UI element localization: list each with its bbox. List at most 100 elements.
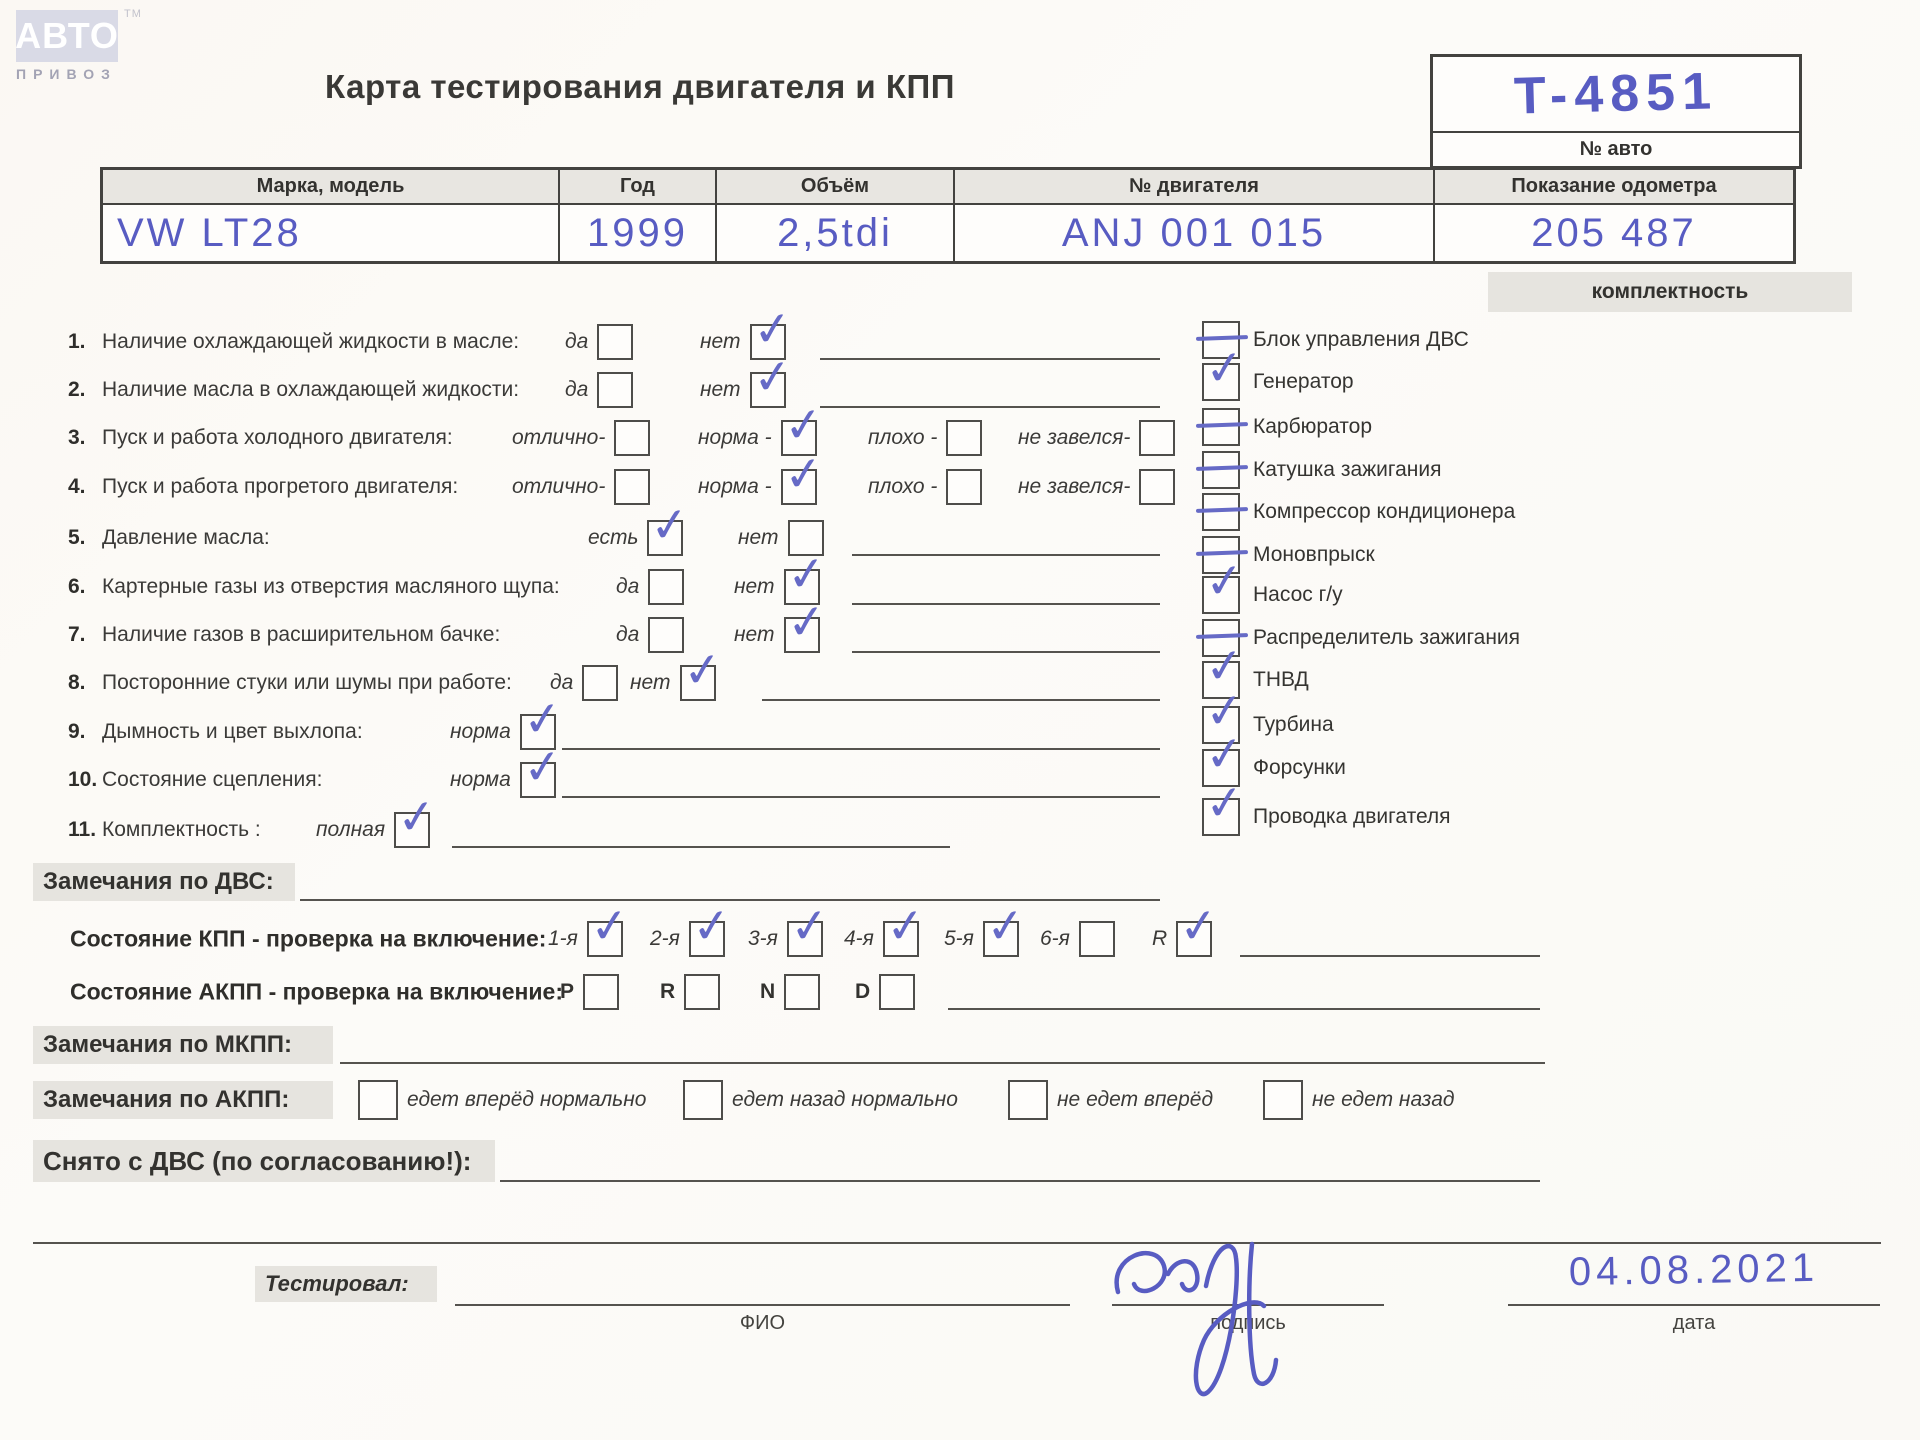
page-title: Карта тестирования двигателя и КПП (325, 68, 955, 105)
checkbox-da[interactable] (648, 617, 685, 653)
checklist-row-11: 11. Комплектность : полная (0, 806, 1920, 854)
checkbox-gear-d[interactable] (879, 974, 916, 1010)
option-label: да (616, 623, 640, 646)
equipment-label: Катушка зажигания (1253, 458, 1442, 481)
item-label: Наличие охлаждающей жидкости в масле: (102, 330, 520, 353)
checklist-row-6: 6. Картерные газы из отверстия масляного… (0, 563, 1920, 611)
kpp-line[interactable] (1240, 955, 1540, 957)
checkbox-bad[interactable] (946, 420, 983, 456)
make-model-value: VW LT28 (117, 210, 302, 255)
checklist-row-2: 2. Наличие масла в охлаждающей жидкости:… (0, 366, 1920, 414)
checkbox-gear-p[interactable] (583, 974, 620, 1010)
option-label: есть (588, 526, 639, 549)
checkbox-da[interactable] (597, 372, 634, 408)
akpp-line[interactable] (948, 1008, 1540, 1010)
option-label: не едет вперёд (1057, 1088, 1214, 1111)
option-label: нет (734, 575, 775, 598)
col-odometer: Показание одометра 205 487 (1433, 170, 1793, 261)
checkbox-norm[interactable] (519, 762, 556, 798)
option-label: нет (700, 330, 741, 353)
equipment-label: Насос г/у (1253, 583, 1343, 606)
engine-number-value: ANJ 001 015 (1061, 210, 1327, 255)
checkbox-excellent[interactable] (614, 420, 651, 456)
checkbox-gear-5[interactable] (982, 921, 1019, 957)
date-caption: дата (1672, 1312, 1716, 1334)
blank-line[interactable] (852, 554, 1160, 556)
checklist-row-7: 7. Наличие газов в расширительном бачке:… (0, 611, 1920, 659)
equipment-label: Моновпрыск (1253, 543, 1375, 566)
checkbox-drives-forward[interactable] (358, 1080, 398, 1120)
blank-line[interactable] (562, 748, 1160, 750)
checkbox-full[interactable] (394, 812, 431, 848)
date-line[interactable] (1508, 1304, 1880, 1306)
checkbox-no-start[interactable] (1139, 420, 1176, 456)
removed-line[interactable] (500, 1180, 1540, 1182)
blank-line[interactable] (852, 651, 1160, 653)
checklist-row-5: 5. Давление масла: есть нет (0, 514, 1920, 562)
checkbox-gear-1[interactable] (586, 921, 623, 957)
checkbox-gear-n[interactable] (784, 974, 821, 1010)
checkbox-no-forward[interactable] (1008, 1080, 1048, 1120)
item-label: Комплектность : (102, 818, 261, 841)
option-label: да (550, 671, 574, 694)
gear-label: P (560, 980, 575, 1003)
option-label: нет (734, 623, 775, 646)
blank-line[interactable] (820, 406, 1160, 408)
option-label: норма - (698, 426, 772, 449)
checkbox-da[interactable] (597, 324, 634, 360)
odometer-value: 205 487 (1531, 210, 1697, 255)
kpp-row: Состояние КПП - проверка на включение: 1… (0, 915, 1920, 963)
checkbox-excellent[interactable] (614, 469, 651, 505)
option-label: отлично- (512, 426, 606, 449)
checkbox-gear-r[interactable] (1176, 921, 1213, 957)
blank-line[interactable] (762, 699, 1160, 701)
checkbox-gear-4[interactable] (882, 921, 919, 957)
checkbox-net[interactable] (679, 665, 716, 701)
blank-line[interactable] (562, 796, 1160, 798)
checkbox-da[interactable] (582, 665, 619, 701)
option-label: да (616, 575, 640, 598)
checkbox-net[interactable] (749, 372, 786, 408)
checkbox-no-start[interactable] (1139, 469, 1176, 505)
item-label: Дымность и цвет выхлопа: (102, 720, 363, 743)
item-label: Состояние сцепления: (102, 768, 323, 791)
checkbox-norm[interactable] (780, 469, 817, 505)
option-label: норма (450, 720, 511, 743)
checkbox-gear-3[interactable] (786, 921, 823, 957)
col-header: Показание одометра (1435, 170, 1793, 205)
option-label: не завелся- (1018, 426, 1131, 449)
volume-value: 2,5tdi (777, 210, 893, 255)
option-label: едет вперёд нормально (407, 1088, 647, 1111)
checkbox-gear-2[interactable] (688, 921, 725, 957)
blank-line[interactable] (820, 358, 1160, 360)
checklist-row-8: 8. Посторонние стуки или шумы при работе… (0, 659, 1920, 707)
gear-label: 4-я (844, 927, 874, 950)
checkbox-carburetor[interactable] (1202, 408, 1240, 446)
col-engine-number: № двигателя ANJ 001 015 (953, 170, 1433, 261)
gear-label: R (660, 980, 676, 1003)
checklist-row-9: 9. Дымность и цвет выхлопа: норма (0, 708, 1920, 756)
checkbox-ignition-coil[interactable] (1202, 451, 1240, 489)
checkbox-bad[interactable] (946, 469, 983, 505)
blank-line[interactable] (452, 846, 950, 848)
logo-avto-mark: АВТО (15, 10, 118, 62)
checkbox-da[interactable] (648, 569, 685, 605)
checkbox-est[interactable] (647, 520, 684, 556)
checkbox-ps-pump[interactable] (1202, 576, 1240, 614)
option-label: полная (316, 818, 386, 841)
checkbox-ac-compressor[interactable] (1202, 493, 1240, 531)
checkbox-no-back[interactable] (1263, 1080, 1303, 1120)
signature-svg (1114, 1241, 1279, 1397)
blank-line[interactable] (852, 603, 1160, 605)
mkpp-remarks-line[interactable] (340, 1062, 1545, 1064)
checkbox-gear-6[interactable] (1078, 921, 1115, 957)
checkbox-engine-wiring[interactable] (1202, 798, 1240, 836)
checkbox-gear-r[interactable] (684, 974, 721, 1010)
checklist-row-3: 3. Пуск и работа холодного двигателя: от… (0, 414, 1920, 462)
checkbox-drives-back[interactable] (683, 1080, 723, 1120)
option-label: нет (738, 526, 779, 549)
checkbox-generator[interactable] (1202, 363, 1240, 401)
fio-line[interactable] (455, 1304, 1070, 1306)
checkbox-net[interactable] (783, 617, 820, 653)
dvs-remarks-line[interactable] (300, 899, 1160, 901)
